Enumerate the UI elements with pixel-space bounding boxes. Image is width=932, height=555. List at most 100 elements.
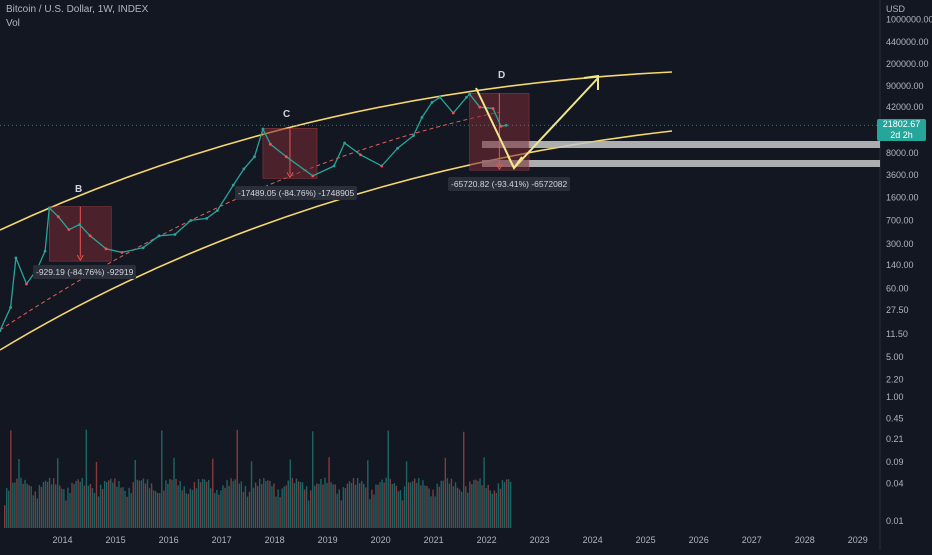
volume-bar [216, 489, 218, 528]
volume-bar [124, 490, 126, 528]
volume-bar [365, 487, 367, 528]
volume-bar [277, 489, 279, 528]
volume-bar [89, 484, 92, 528]
x-tick-label: 2029 [848, 535, 868, 545]
volume-bar [307, 500, 310, 528]
volume-indicator-label[interactable]: Vol [6, 18, 20, 29]
support-zone-upper [482, 141, 880, 148]
volume-bar [487, 484, 489, 528]
volume-bar [463, 431, 465, 528]
volume-bar [191, 490, 194, 528]
volume-bar [454, 482, 457, 528]
volume-bar [265, 481, 267, 528]
price-point [343, 141, 346, 145]
y-tick-label: 440000.00 [886, 37, 929, 47]
price-point [25, 282, 28, 286]
volume-bar [116, 486, 118, 528]
volume-bar [336, 493, 338, 528]
volume-bar [175, 478, 177, 528]
x-tick-label: 2014 [53, 535, 73, 545]
x-tick-label: 2023 [530, 535, 550, 545]
volume-bar [177, 485, 179, 528]
volume-bar [393, 483, 396, 528]
price-point [78, 223, 81, 227]
volume-bar [373, 494, 375, 528]
volume-bar [140, 480, 143, 528]
volume-bar [479, 478, 481, 528]
volume-bar [28, 485, 30, 528]
volume-bar [432, 489, 434, 528]
volume-bar [467, 492, 469, 528]
volume-bar [481, 485, 483, 528]
volume-bar [146, 479, 149, 528]
volume-bar [150, 483, 153, 528]
volume-bar [505, 479, 508, 528]
volume-bar [322, 484, 324, 528]
volume-bar [389, 478, 391, 528]
price-point [88, 234, 92, 238]
volume-bar [509, 481, 512, 528]
price-point [67, 228, 71, 232]
volume-bar [350, 482, 353, 528]
price-point [242, 167, 246, 171]
volume-bar [352, 478, 355, 528]
projection-arrow-up-head [583, 74, 599, 90]
price-point [332, 164, 336, 168]
volume-bar [314, 485, 316, 528]
x-tick-label: 2020 [371, 535, 391, 545]
price-point [268, 142, 272, 146]
volume-bar [340, 500, 342, 528]
volume-bar [450, 478, 453, 528]
volume-bar [4, 505, 6, 528]
volume-bar [189, 488, 192, 528]
volume-bar [295, 478, 298, 528]
volume-bar [456, 487, 459, 528]
volume-bar [38, 485, 41, 528]
volume-bar [250, 461, 253, 528]
volume-bar [328, 457, 330, 528]
volume-bar [44, 480, 47, 528]
volume-bar [483, 457, 485, 528]
volume-bar [499, 488, 502, 528]
drop-label-d: -65720.82 (-93.41%) -6572082 [448, 177, 571, 191]
volume-bar [271, 486, 273, 528]
volume-bar [14, 482, 16, 528]
volume-bar [134, 459, 136, 528]
price-point [468, 92, 472, 96]
volume-bar [312, 431, 314, 528]
current-price-tag: 21802.67 2d 2h [877, 119, 926, 141]
y-tick-label: 300.00 [886, 239, 914, 249]
volume-bar [193, 482, 196, 528]
symbol-title[interactable]: Bitcoin / U.S. Dollar, 1W, INDEX [6, 4, 149, 15]
volume-bar [303, 489, 306, 528]
x-tick-label: 2022 [477, 535, 497, 545]
x-tick-label: 2015 [106, 535, 126, 545]
y-tick-label: 140.00 [886, 260, 914, 270]
volume-bar [416, 482, 418, 528]
volume-bar [148, 488, 151, 528]
y-tick-label: 27.50 [886, 305, 909, 315]
volume-bar [256, 486, 259, 528]
currency-label: USD [886, 4, 906, 14]
volume-bar [412, 481, 414, 528]
volume-bar [169, 479, 171, 528]
x-tick-label: 2025 [636, 535, 656, 545]
y-tick-label: 1.00 [886, 392, 904, 402]
volume-bar [179, 480, 181, 528]
volume-bar [348, 481, 351, 528]
volume-bar [65, 500, 67, 528]
volume-bar [212, 458, 214, 528]
volume-bar [458, 489, 461, 528]
channel-upper-line [0, 71, 673, 231]
volume-bar [354, 484, 357, 528]
y-tick-label: 1000000.00 [886, 15, 932, 25]
volume-bar [242, 491, 245, 528]
volume-bar [120, 487, 122, 528]
volume-bar [324, 477, 326, 528]
volume-bar [428, 488, 430, 528]
volume-bar [234, 479, 236, 528]
volume-bar [430, 496, 432, 528]
price-point [173, 233, 177, 236]
